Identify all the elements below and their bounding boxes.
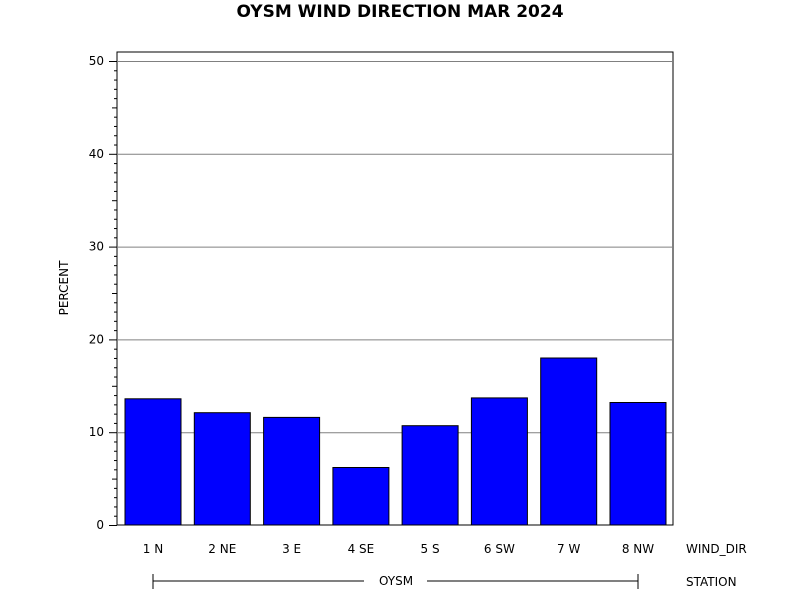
y-tick-label-3: 30 (89, 240, 104, 254)
x-tick-label-5: 6 SW (484, 542, 515, 556)
x-tick-label-0: 1 N (143, 542, 163, 556)
chart-title: OYSM WIND DIRECTION MAR 2024 (236, 2, 563, 22)
x-axis-label: WIND_DIR (686, 542, 747, 556)
station-label: STATION (686, 575, 737, 589)
x-tick-label-4: 5 S (421, 542, 440, 556)
bar-7-w (540, 357, 598, 526)
bars (124, 357, 667, 526)
bar-5-s (401, 425, 459, 526)
x-tick-label-6: 7 W (557, 542, 580, 556)
y-axis: 0 10 20 30 40 50 (89, 54, 117, 532)
bar-2-ne (193, 412, 251, 526)
station-value: OYSM (379, 574, 413, 588)
x-tick-label-2: 3 E (282, 542, 301, 556)
y-tick-label-1: 10 (89, 425, 104, 439)
station-group-axis: OYSM (152, 574, 639, 589)
bar-6-sw (470, 397, 528, 526)
x-tick-label-1: 2 NE (208, 542, 236, 556)
y-tick-label-2: 20 (89, 332, 104, 346)
bar-1-n (124, 398, 182, 526)
y-tick-label-5: 50 (89, 54, 104, 68)
y-axis-label: PERCENT (57, 260, 71, 315)
x-tick-label-7: 8 NW (622, 542, 654, 556)
x-tick-label-3: 4 SE (348, 542, 375, 556)
y-tick-label-0: 0 (96, 518, 104, 532)
bar-3-e (263, 416, 321, 526)
bar-8-nw (609, 402, 667, 526)
y-tick-label-4: 40 (89, 147, 104, 161)
x-axis: 1 N 2 NE 3 E 4 SE 5 S 6 SW 7 W 8 NW (143, 542, 654, 556)
plot-area (116, 51, 674, 526)
bar-4-se (332, 467, 390, 526)
